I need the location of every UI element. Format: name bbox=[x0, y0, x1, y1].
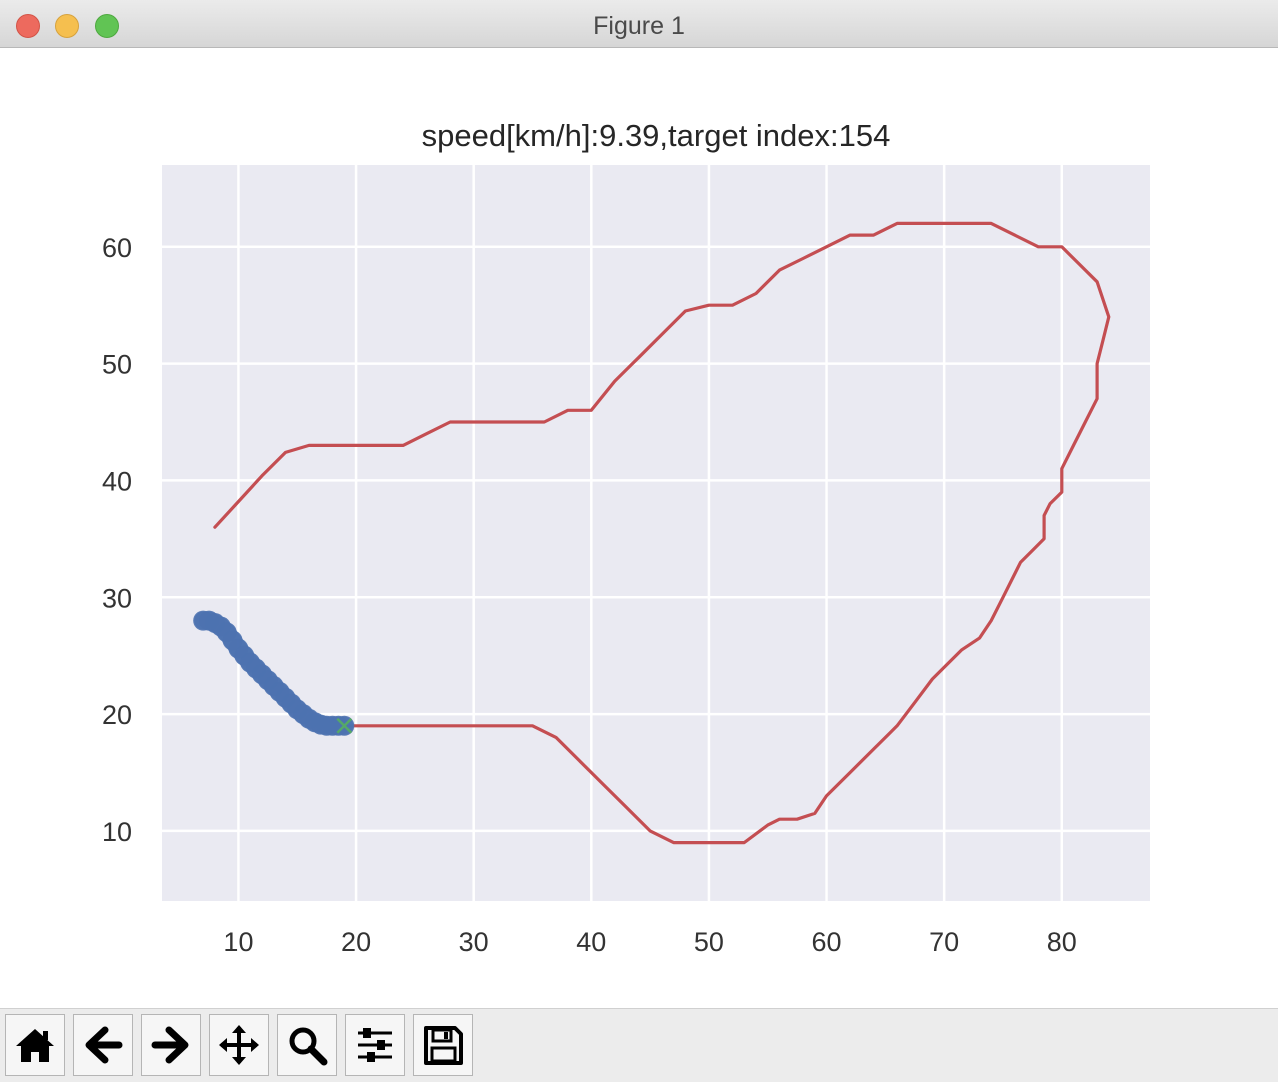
chart-title: speed[km/h]:9.39,target index:154 bbox=[422, 118, 891, 153]
back-button[interactable] bbox=[73, 1014, 133, 1076]
arrow-right-icon bbox=[151, 1026, 189, 1064]
plot-series bbox=[193, 221, 1111, 845]
home-button[interactable] bbox=[5, 1014, 65, 1076]
close-window-button[interactable] bbox=[16, 14, 40, 38]
window-titlebar: Figure 1 bbox=[0, 0, 1278, 48]
x-tick-label: 10 bbox=[223, 927, 253, 957]
arrow-left-icon bbox=[85, 1026, 123, 1064]
zoom-button[interactable] bbox=[277, 1014, 337, 1076]
x-tick-labels: 10 20 30 40 50 60 70 80 bbox=[223, 927, 1076, 957]
x-tick-label: 60 bbox=[812, 927, 842, 957]
configure-subplots-button[interactable] bbox=[345, 1014, 405, 1076]
course-line bbox=[213, 221, 1111, 845]
x-tick-label: 80 bbox=[1047, 927, 1077, 957]
maximize-window-button[interactable] bbox=[95, 14, 119, 38]
y-tick-labels: 10 20 30 40 50 60 bbox=[102, 233, 132, 847]
save-button[interactable] bbox=[413, 1014, 473, 1076]
minimize-window-button[interactable] bbox=[55, 14, 79, 38]
x-tick-label: 40 bbox=[576, 927, 606, 957]
chart: 10 20 30 40 50 60 70 80 10 20 30 40 50 60 speed[km/h… bbox=[102, 118, 1150, 957]
x-tick-label: 20 bbox=[341, 927, 371, 957]
axes-background bbox=[162, 165, 1150, 901]
y-tick-label: 10 bbox=[102, 817, 132, 847]
magnifier-icon bbox=[289, 1027, 328, 1066]
x-tick-label: 70 bbox=[929, 927, 959, 957]
y-tick-label: 60 bbox=[102, 233, 132, 263]
y-tick-label: 40 bbox=[102, 466, 132, 496]
x-tick-label: 30 bbox=[459, 927, 489, 957]
x-tick-label: 50 bbox=[694, 927, 724, 957]
pan-button[interactable] bbox=[209, 1014, 269, 1076]
move-icon bbox=[219, 1025, 259, 1065]
window-title: Figure 1 bbox=[593, 12, 685, 40]
navigation-toolbar bbox=[0, 1008, 1278, 1082]
target-marker bbox=[336, 717, 353, 734]
forward-button[interactable] bbox=[141, 1014, 201, 1076]
grid-lines bbox=[162, 165, 1150, 901]
y-tick-label: 50 bbox=[102, 350, 132, 380]
y-tick-label: 30 bbox=[102, 583, 132, 613]
y-tick-label: 20 bbox=[102, 700, 132, 730]
figure-canvas[interactable]: 10 20 30 40 50 60 70 80 10 20 30 40 50 60 speed[km/h… bbox=[0, 48, 1278, 1008]
sliders-icon bbox=[358, 1028, 392, 1062]
floppy-disk-icon bbox=[424, 1026, 463, 1065]
home-icon bbox=[16, 1029, 54, 1062]
